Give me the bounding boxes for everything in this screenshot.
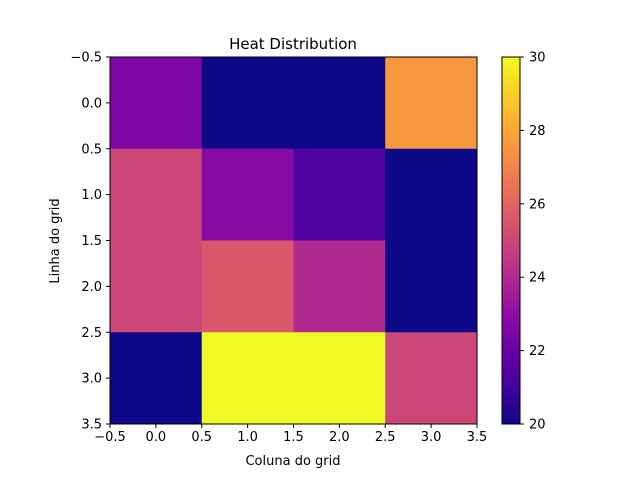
colorbar-tick-label: 24 (529, 271, 546, 286)
x-tick-label: 2.5 (375, 430, 396, 445)
colorbar: 20 22 24 26 28 30 (501, 51, 546, 433)
x-tick-label: 1.0 (237, 430, 258, 445)
y-tick-label: 3.0 (81, 372, 102, 387)
heatmap-cell (201, 57, 294, 150)
y-tick-label: 0.0 (81, 96, 102, 111)
heatmap-cell (293, 57, 386, 150)
chart-title: Heat Distribution (229, 35, 357, 53)
colorbar-tick-label: 28 (529, 124, 546, 139)
heatmap-cell (293, 240, 386, 333)
y-tick-label: 0.5 (81, 142, 102, 157)
y-tick-label: 2.0 (81, 280, 102, 295)
y-tick-label: 2.5 (81, 326, 102, 341)
colorbar-tick-label: 22 (529, 344, 546, 359)
colorbar-tick-label: 30 (529, 51, 546, 66)
heatmap-cell (385, 57, 478, 150)
heatmap-cells (110, 57, 478, 425)
heatmap-cell (110, 240, 203, 333)
heatmap-cell (110, 148, 203, 241)
heatmap-cell (385, 240, 478, 333)
x-tick-label: −0.5 (94, 430, 126, 445)
colorbar-tick-label: 20 (529, 418, 546, 433)
heatmap-cell (385, 148, 478, 241)
heatmap-cell (201, 240, 294, 333)
colorbar-tick-label: 26 (529, 197, 546, 212)
x-tick-label: 3.0 (421, 430, 442, 445)
x-tick-label: 0.0 (146, 430, 167, 445)
y-tick-label: 1.0 (81, 188, 102, 203)
x-tick-label: 1.5 (283, 430, 304, 445)
x-tick-label: 2.0 (329, 430, 350, 445)
x-tick-label: 0.5 (191, 430, 212, 445)
axes: −0.5 0.0 0.5 1.0 1.5 2.0 2.5 3.0 3.5−0.50.00.51.… (70, 51, 487, 446)
heatmap-cell (201, 148, 294, 241)
heatmap-cell (110, 332, 203, 425)
y-axis-label: Linha do grid (48, 198, 63, 283)
heatmap-cell (385, 332, 478, 425)
heatmap-cell (293, 332, 386, 425)
x-tick-label: 3.5 (467, 430, 488, 445)
y-tick-label: −0.5 (70, 51, 102, 66)
heatmap-cell (110, 57, 203, 150)
colorbar-gradient (501, 56, 521, 425)
heatmap-cell (293, 148, 386, 241)
y-tick-label: 3.5 (81, 418, 102, 433)
x-axis-label: Coluna do grid (245, 454, 340, 469)
heatmap-cell (201, 332, 294, 425)
y-tick-label: 1.5 (81, 234, 102, 249)
